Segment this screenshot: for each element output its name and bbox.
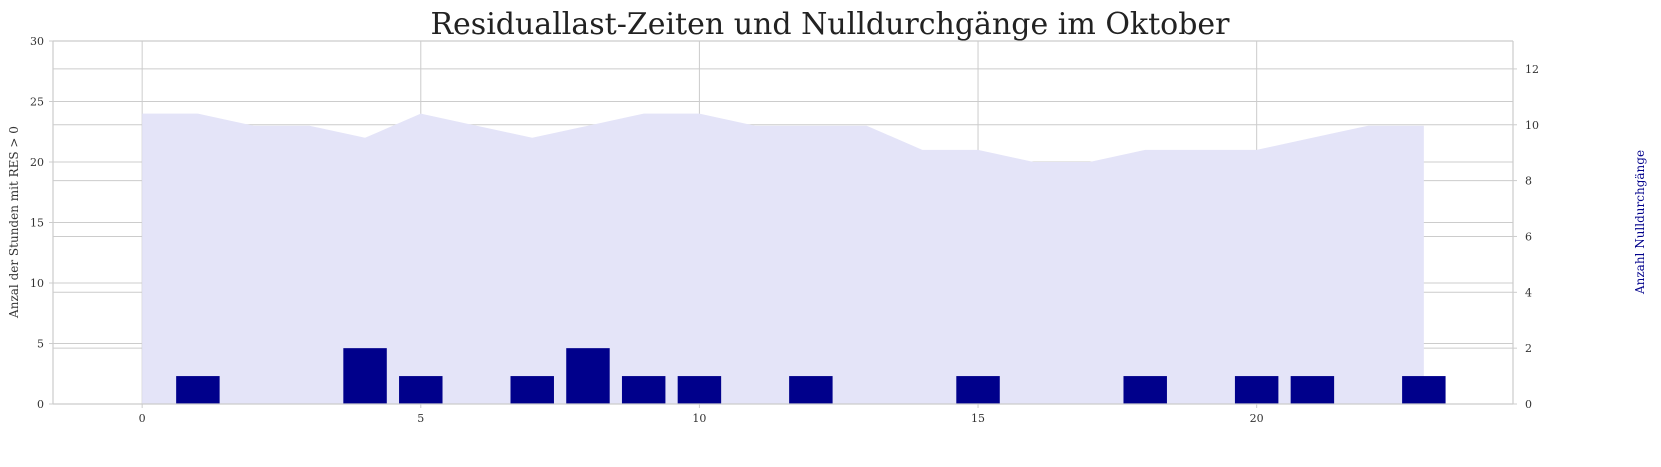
y-right-tick-label: 8 xyxy=(1525,175,1532,188)
y-left-tick-label: 10 xyxy=(30,277,44,290)
x-tick-label: 20 xyxy=(1250,412,1264,425)
bar xyxy=(399,376,443,404)
bar xyxy=(343,348,387,404)
bar-layer xyxy=(176,348,1446,404)
y-axis-left-label: Anzal der Stunden mit RES > 0 xyxy=(7,126,21,319)
bar xyxy=(677,376,722,404)
y-right-tick-label: 12 xyxy=(1525,63,1539,76)
y-right-tick-label: 2 xyxy=(1525,342,1532,355)
y-right-tick-label: 4 xyxy=(1525,286,1532,299)
bar xyxy=(510,376,554,404)
y-axis-right-label: Anzahl Nulldurchgänge xyxy=(1633,150,1647,295)
bar xyxy=(176,376,220,404)
x-tick-label: 0 xyxy=(139,412,146,425)
y-left-tick-label: 0 xyxy=(37,398,44,411)
label-layer: Residuallast-Zeiten und Nulldurchgänge i… xyxy=(7,7,1647,319)
x-tick-label: 10 xyxy=(692,412,706,425)
bar xyxy=(566,348,610,404)
bar xyxy=(956,376,1000,404)
x-tick-label: 15 xyxy=(971,412,985,425)
y-right-tick-label: 6 xyxy=(1525,230,1532,243)
y-right-tick-label: 10 xyxy=(1525,119,1539,132)
y-left-tick-label: 5 xyxy=(37,338,44,351)
area-layer xyxy=(142,113,1424,404)
bar xyxy=(789,376,833,404)
y-left-tick-label: 25 xyxy=(30,96,44,109)
x-tick-label: 5 xyxy=(417,412,424,425)
y-left-tick-label: 30 xyxy=(30,35,44,48)
bar xyxy=(1234,376,1279,404)
area-series xyxy=(142,113,1424,404)
bar xyxy=(1123,376,1167,404)
chart-title: Residuallast-Zeiten und Nulldurchgänge i… xyxy=(430,7,1230,42)
y-right-tick-label: 0 xyxy=(1525,398,1532,411)
y-left-tick-label: 20 xyxy=(30,156,44,169)
bar xyxy=(1402,376,1446,404)
y-left-tick-label: 15 xyxy=(30,217,44,230)
axes-layer: 0 5 10 15 20 0 5 10 15 20 25 30 0 2 4 6 8 10 12 xyxy=(30,35,1539,425)
bar xyxy=(621,376,666,404)
bar xyxy=(1290,376,1335,404)
